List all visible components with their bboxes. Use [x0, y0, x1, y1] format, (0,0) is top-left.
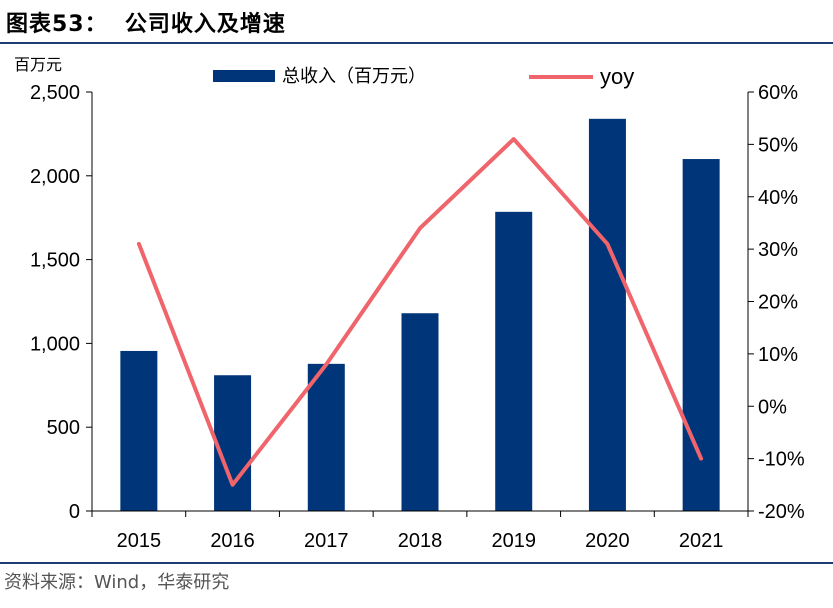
x-tick-label: 2016	[210, 530, 255, 552]
right-tick-label: 10%	[758, 344, 798, 366]
right-tick-label: -20%	[758, 501, 805, 523]
x-tick-label: 2017	[304, 530, 349, 552]
legend-bar-label: 总收入（百万元）	[282, 66, 426, 87]
figure-header: 图表53： 公司收入及增速	[0, 0, 833, 42]
left-axis-unit-label: 百万元	[14, 55, 62, 74]
x-tick-label: 2019	[491, 530, 536, 552]
right-tick-label: 60%	[758, 82, 798, 104]
figure-title: 图表53： 公司收入及增速	[6, 12, 286, 37]
right-tick-label: 30%	[758, 239, 798, 261]
legend-bar-swatch	[213, 70, 275, 82]
revenue-growth-chart: 0 500 1,000 1,500 2,000 2,500 -20% -10% 0% 10% 20%…	[14, 55, 805, 552]
right-tick-label: 40%	[758, 187, 798, 209]
right-tick-label: -10%	[758, 449, 805, 471]
bar-2020	[588, 118, 626, 511]
bar-2019	[495, 211, 533, 512]
x-tick-label: 2018	[398, 530, 443, 552]
x-tick-label: 2015	[117, 530, 162, 552]
left-tick-label: 0	[69, 501, 80, 523]
left-tick-label: 2,500	[30, 82, 80, 104]
bar-2016	[214, 375, 252, 511]
x-tick-label: 2021	[679, 530, 724, 552]
left-tick-label: 500	[47, 417, 80, 439]
left-tick-label: 1,000	[30, 333, 80, 355]
left-tick-label: 2,000	[30, 166, 80, 188]
footer-rule	[0, 562, 833, 564]
left-tick-label: 1,500	[30, 250, 80, 272]
bar-2015	[120, 350, 158, 511]
right-tick-label: 20%	[758, 292, 798, 314]
x-tick-label: 2020	[585, 530, 630, 552]
source-note: 资料来源：Wind，华泰研究	[4, 572, 230, 593]
legend-line-label: yoy	[600, 64, 634, 89]
header-rule	[0, 42, 833, 44]
bar-2018	[401, 313, 439, 511]
bar-2021	[682, 159, 720, 511]
bar-2017	[307, 363, 345, 511]
right-tick-label: 0%	[758, 396, 787, 418]
right-tick-label: 50%	[758, 134, 798, 156]
